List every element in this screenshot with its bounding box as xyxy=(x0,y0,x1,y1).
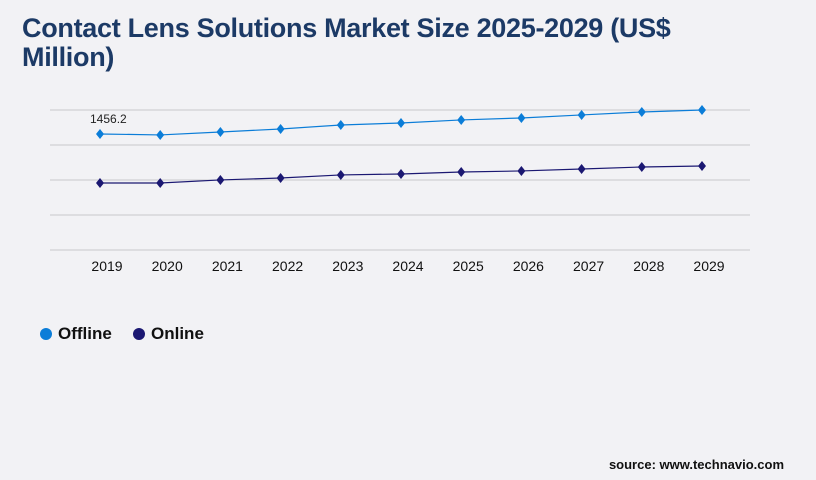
legend-marker-offline xyxy=(40,328,52,340)
data-point-offline xyxy=(156,129,165,140)
data-point-offline xyxy=(96,128,104,139)
legend-marker-online xyxy=(133,328,145,340)
legend-label: Online xyxy=(151,324,204,343)
data-point-offline xyxy=(276,123,285,134)
x-tick-label: 2025 xyxy=(453,258,484,274)
chart-title: Contact Lens Solutions Market Size 2025-… xyxy=(22,13,671,72)
data-point-online xyxy=(276,172,285,183)
source-text: source: www.technavio.com xyxy=(608,457,784,472)
x-tick-label: 2027 xyxy=(573,258,604,274)
line-chart: 2019 2020 2021 2022 2023 2024 2025 2026 2027 2028… xyxy=(50,105,750,274)
data-point-offline xyxy=(336,119,345,130)
legend-item-online: Online xyxy=(133,324,204,344)
x-tick-label: 2028 xyxy=(633,258,664,274)
x-tick-label: 2023 xyxy=(332,258,363,274)
data-point-offline xyxy=(457,114,466,125)
data-point-offline xyxy=(577,109,586,120)
data-point-offline xyxy=(397,117,405,128)
data-point-online xyxy=(156,177,165,188)
x-tick-label: 2019 xyxy=(91,258,122,274)
data-point-offline xyxy=(698,105,706,115)
data-point-online xyxy=(637,161,646,172)
x-tick-label: 2024 xyxy=(392,258,423,274)
data-point-online xyxy=(96,177,104,188)
data-point-online xyxy=(216,174,225,185)
data-point-online xyxy=(457,166,466,177)
legend-label: Offline xyxy=(58,324,112,343)
x-tick-label: 2020 xyxy=(152,258,183,274)
legend-item-offline: Offline xyxy=(40,324,112,344)
data-point-online xyxy=(517,165,526,176)
x-tick-label: 2021 xyxy=(212,258,243,274)
data-point-online xyxy=(577,163,586,174)
data-point-offline xyxy=(216,126,225,137)
data-label: 1456.2 xyxy=(90,112,127,126)
x-tick-label: 2022 xyxy=(272,258,303,274)
data-point-online xyxy=(397,168,405,179)
data-point-online xyxy=(698,161,706,172)
x-tick-label: 2026 xyxy=(513,258,544,274)
x-tick-label: 2029 xyxy=(693,258,724,274)
data-point-online xyxy=(336,169,345,180)
data-point-offline xyxy=(517,112,526,123)
data-point-offline xyxy=(637,106,646,117)
